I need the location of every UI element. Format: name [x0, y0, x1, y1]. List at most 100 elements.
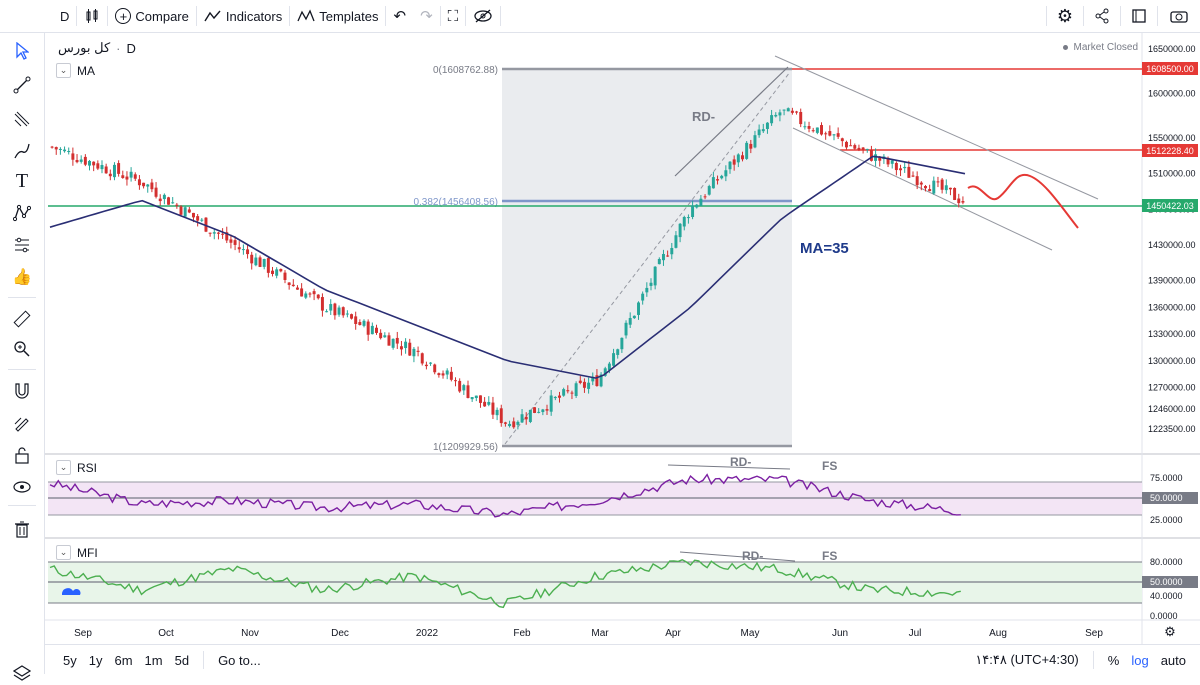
divergence-line-price[interactable]	[674, 66, 789, 177]
candle-body	[508, 423, 512, 427]
candle-body	[221, 233, 225, 235]
collapse-icon[interactable]: ⌄	[56, 63, 71, 78]
mfi-legend[interactable]: ⌄ MFI	[56, 545, 98, 560]
auto-toggle[interactable]: auto	[1160, 652, 1186, 668]
price-tick-label: 1246000.00	[1148, 404, 1196, 414]
range-5y[interactable]: 5y	[63, 652, 77, 668]
goto-button[interactable]: Go to...	[218, 652, 261, 668]
candle-body	[661, 253, 665, 261]
candle-body	[92, 161, 96, 166]
ma-legend-label: MA	[77, 63, 95, 78]
candle-body	[919, 182, 923, 185]
candle-body	[262, 258, 266, 267]
compare-button[interactable]: + Compare	[108, 0, 195, 32]
candle-body	[957, 198, 961, 204]
unlock-icon[interactable]	[10, 443, 34, 467]
redo-button[interactable]: ↷	[413, 0, 440, 32]
fullscreen-button[interactable]: ⛶	[441, 0, 466, 32]
candle-body	[961, 201, 965, 203]
lock-drawings-icon[interactable]	[10, 411, 34, 435]
templates-button[interactable]: Templates	[290, 0, 385, 32]
candle-body	[79, 159, 83, 162]
rsi-line[interactable]	[49, 473, 961, 518]
clock-label[interactable]: ۱۴:۴۸ (UTC+4:30)	[975, 652, 1079, 667]
candle-body	[874, 154, 878, 161]
candle-body	[570, 392, 574, 394]
channel-lower[interactable]	[792, 127, 1053, 251]
mfi-scale-40: 40.0000	[1150, 591, 1183, 601]
price-tick-label: 1430000.00	[1148, 240, 1196, 250]
fib-tool-icon[interactable]	[10, 107, 34, 131]
time-tick-label: Jul	[909, 628, 922, 639]
collapse-icon[interactable]: ⌄	[56, 545, 71, 560]
candle-body	[108, 173, 112, 177]
range-5d[interactable]: 5d	[174, 652, 190, 668]
settings-button[interactable]: ⚙	[1047, 0, 1083, 32]
cursor-icon[interactable]	[10, 39, 34, 63]
candles-group	[50, 107, 965, 430]
mfi-scale-mid: 50.0000	[1150, 577, 1183, 587]
range-6m[interactable]: 6m	[114, 652, 133, 668]
brush-icon[interactable]	[10, 139, 34, 163]
collapse-icon[interactable]: ⌄	[56, 460, 71, 475]
layers-icon[interactable]	[10, 661, 34, 685]
share-button[interactable]	[1084, 0, 1120, 32]
candle-body	[724, 170, 728, 177]
divergence-line-mfi[interactable]	[679, 551, 796, 562]
time-axis[interactable]: Sep Oct Nov Dec 2022 Feb Mar Apr May Jun Jul Aug Sep	[74, 628, 1103, 639]
time-tick-label: Mar	[591, 628, 609, 639]
zoom-in-icon[interactable]	[10, 337, 34, 361]
divider	[107, 6, 109, 26]
range-1y[interactable]: 1y	[88, 652, 103, 668]
prediction-icon[interactable]	[10, 233, 34, 257]
fib-retracement-box[interactable]	[502, 69, 792, 446]
price-badge-green-text: 1450422.03	[1146, 201, 1194, 211]
divider	[1083, 6, 1084, 26]
candle-body	[591, 376, 595, 382]
pattern-icon[interactable]	[10, 201, 34, 225]
log-toggle[interactable]: log	[1131, 652, 1149, 668]
eye-icon[interactable]	[10, 475, 34, 499]
publish-button[interactable]	[1121, 0, 1157, 32]
interval-button[interactable]: D	[0, 0, 76, 32]
candle-body	[607, 363, 611, 371]
screenshot-button[interactable]	[1158, 0, 1200, 32]
price-scale[interactable]: 1650000.00 1600000.00 1550000.00 1510000.00…	[1148, 44, 1196, 434]
candle-body	[495, 409, 499, 416]
mfi-scale-zero: 0.0000	[1150, 611, 1178, 621]
candle-body	[179, 206, 183, 215]
rsi-legend[interactable]: ⌄ RSI	[56, 460, 97, 475]
rd-label-main: RD-	[692, 109, 715, 124]
magnet-icon[interactable]	[10, 379, 34, 403]
indicators-button[interactable]: Indicators	[197, 0, 289, 32]
axis-settings-gear-icon[interactable]: ⚙	[1164, 624, 1176, 639]
undo-button[interactable]: ↶	[386, 0, 413, 32]
candle-body	[454, 380, 457, 382]
ma-legend[interactable]: ⌄ MA	[56, 63, 95, 78]
thumbs-up-icon[interactable]: 👍	[12, 269, 32, 286]
channel-upper[interactable]	[774, 55, 1099, 200]
price-badge-red-top-text: 1608500.00	[1146, 64, 1194, 74]
candle-body	[429, 362, 433, 364]
mfi-line[interactable]	[49, 559, 961, 609]
candle-body	[770, 115, 774, 124]
candle-body	[283, 272, 287, 280]
candle-body	[541, 409, 545, 413]
range-1m[interactable]: 1m	[144, 652, 163, 668]
ma-line[interactable]	[49, 155, 966, 379]
time-tick-label: Sep	[74, 628, 92, 639]
trash-icon[interactable]	[10, 517, 34, 541]
percent-toggle[interactable]: %	[1107, 652, 1120, 668]
hide-button[interactable]	[466, 0, 500, 32]
time-tick-label: Aug	[989, 628, 1007, 639]
candle-body	[416, 350, 420, 352]
ruler-icon[interactable]	[10, 307, 34, 331]
divergence-line-rsi[interactable]	[667, 464, 791, 470]
candles-icon[interactable]	[77, 0, 107, 32]
candle-body	[903, 166, 907, 169]
projection-path[interactable]	[967, 173, 1079, 229]
text-tool-icon[interactable]: T	[15, 169, 29, 192]
candle-body	[745, 142, 749, 159]
trend-line-icon[interactable]	[10, 73, 34, 97]
